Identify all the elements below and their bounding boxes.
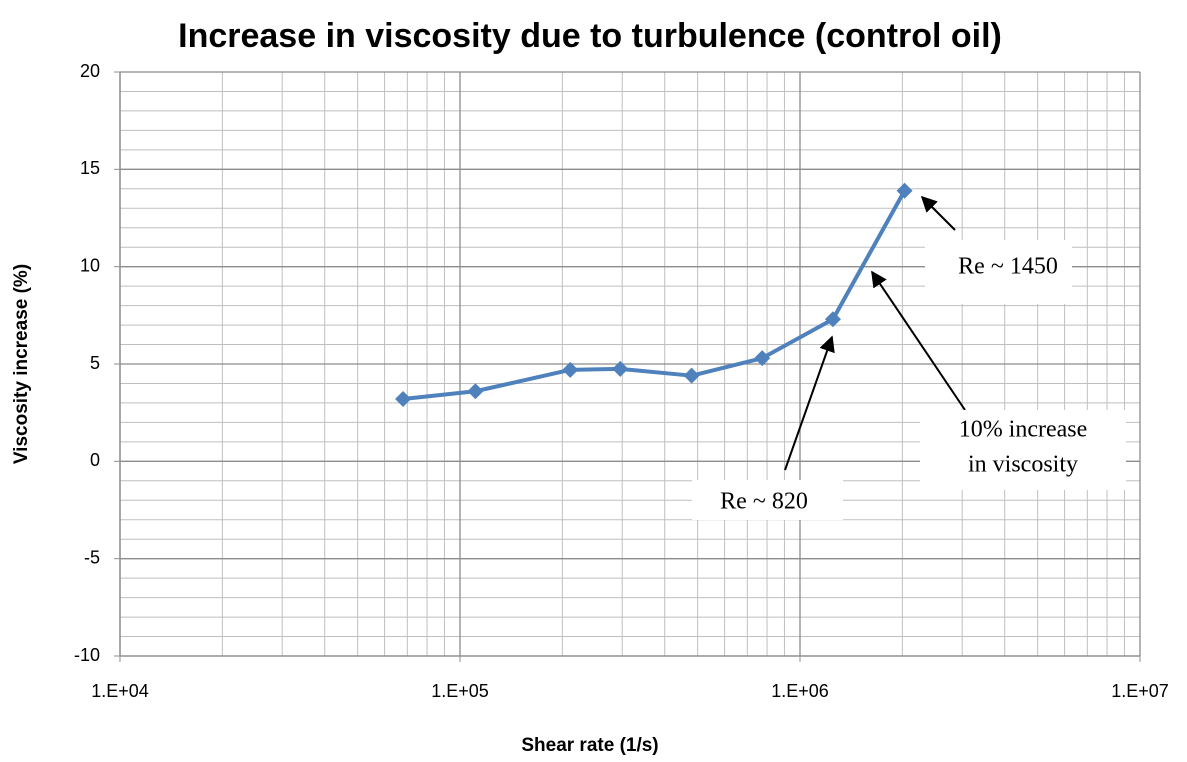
- marker: [896, 182, 913, 199]
- arrow: [920, 195, 956, 231]
- y-tick-label: 10: [80, 255, 100, 275]
- y-tick-label: 0: [90, 450, 100, 470]
- marker: [754, 350, 771, 367]
- x-tick-label: 1.E+04: [91, 681, 149, 701]
- marker: [467, 383, 484, 400]
- marker: [612, 360, 629, 377]
- plot: [395, 182, 913, 408]
- x-axis-label: Shear rate (1/s): [521, 735, 658, 756]
- annotations: Re ~ 1450 10% increase in viscosity Re ~…: [692, 195, 1126, 520]
- y-tick-label: -5: [84, 547, 100, 567]
- y-tick-label: 15: [80, 158, 100, 178]
- annotation: 10% increase: [959, 417, 1088, 443]
- y-tick-label: -10: [74, 645, 100, 665]
- grid: [114, 71, 1141, 662]
- y-tick-label: 5: [90, 353, 100, 373]
- marker: [395, 391, 412, 408]
- x-tick-label: 1.E+06: [771, 681, 829, 701]
- marker: [562, 361, 579, 378]
- y-axis-label: Viscosity increase (%): [11, 264, 32, 464]
- marker: [683, 367, 700, 384]
- annotation-box: [692, 480, 843, 520]
- annotation: in viscosity: [968, 452, 1078, 478]
- x-tick-label: 1.E+07: [1111, 681, 1169, 701]
- annotation-box: [920, 410, 1126, 490]
- arrow: [784, 335, 835, 471]
- chart-title: Increase in viscosity due to turbulence …: [178, 17, 1002, 55]
- x-tick-label: 1.E+05: [431, 681, 489, 701]
- y-tick-label: 20: [80, 61, 100, 81]
- series-line: [402, 189, 907, 402]
- arrow: [871, 270, 966, 411]
- annotation: Re ~ 1450: [958, 254, 1058, 280]
- marker: [824, 311, 841, 328]
- annotation: Re ~ 820: [720, 489, 808, 515]
- annotation-box: [925, 240, 1072, 304]
